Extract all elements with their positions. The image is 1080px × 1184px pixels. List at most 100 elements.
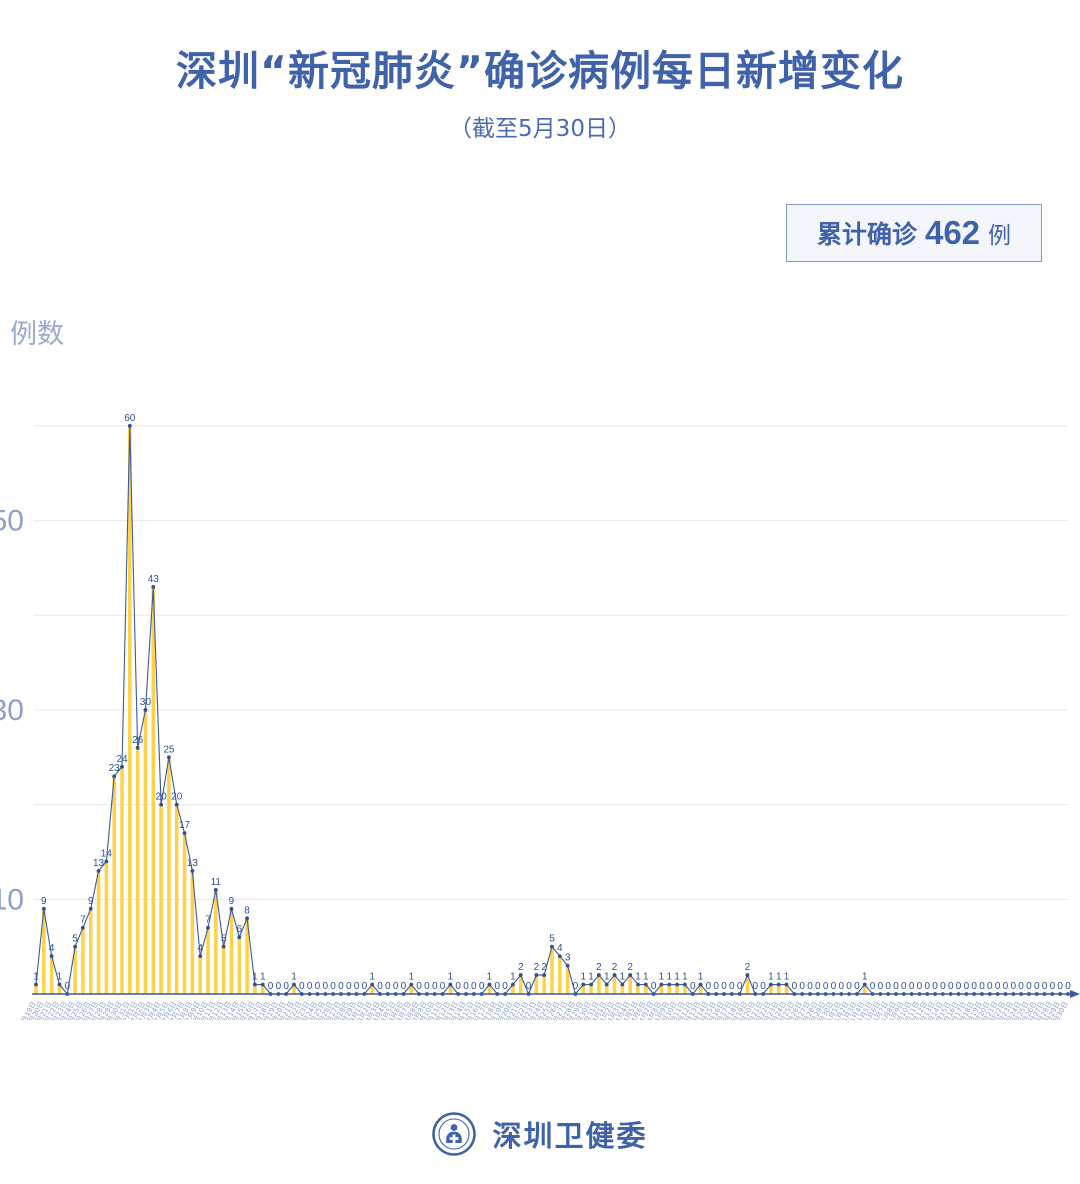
svg-text:1: 1 — [698, 972, 704, 983]
svg-text:0: 0 — [479, 981, 485, 992]
svg-text:0: 0 — [799, 981, 805, 992]
svg-text:0: 0 — [276, 981, 282, 992]
svg-text:7: 7 — [80, 915, 86, 926]
svg-text:0: 0 — [854, 981, 860, 992]
svg-text:0: 0 — [807, 981, 813, 992]
svg-text:0: 0 — [322, 981, 328, 992]
svg-text:1: 1 — [580, 972, 586, 983]
svg-text:0: 0 — [299, 981, 305, 992]
svg-text:4: 4 — [197, 943, 203, 954]
svg-text:0: 0 — [526, 981, 532, 992]
svg-text:0: 0 — [893, 981, 899, 992]
svg-text:1: 1 — [588, 972, 594, 983]
svg-text:0: 0 — [838, 981, 844, 992]
svg-text:0: 0 — [901, 981, 907, 992]
svg-text:0: 0 — [502, 981, 508, 992]
svg-text:0: 0 — [792, 981, 798, 992]
svg-text:0: 0 — [393, 981, 399, 992]
footer: 深圳卫健委 — [0, 1112, 1080, 1156]
svg-text:9: 9 — [229, 896, 235, 907]
svg-text:1: 1 — [604, 972, 610, 983]
svg-text:6: 6 — [236, 924, 242, 935]
svg-text:13: 13 — [187, 858, 199, 869]
svg-text:0: 0 — [64, 981, 70, 992]
svg-text:0: 0 — [1010, 981, 1016, 992]
svg-text:1: 1 — [33, 972, 39, 983]
shenzhen-health-commission-logo-icon — [432, 1112, 477, 1156]
svg-text:0: 0 — [956, 981, 962, 992]
svg-text:2: 2 — [745, 962, 751, 973]
y-axis-tick-labels: 10 30 50 — [0, 505, 24, 917]
total-badge-unit: 例 — [988, 223, 1012, 249]
total-badge-label: 累计确诊 — [816, 220, 917, 249]
svg-text:0: 0 — [909, 981, 915, 992]
svg-text:0: 0 — [1034, 981, 1040, 992]
svg-text:0: 0 — [924, 981, 930, 992]
svg-text:1: 1 — [291, 972, 297, 983]
svg-text:0: 0 — [401, 981, 407, 992]
svg-text:0: 0 — [268, 981, 274, 992]
chart-header: 深圳“新冠肺炎”确诊病例每日新增变化 （截至5月30日） — [0, 0, 1080, 143]
svg-text:0: 0 — [651, 981, 657, 992]
svg-text:0: 0 — [979, 981, 985, 992]
svg-text:0: 0 — [307, 981, 313, 992]
grid-lines — [34, 425, 1068, 900]
svg-text:1: 1 — [620, 972, 626, 983]
svg-text:0: 0 — [455, 981, 461, 992]
svg-text:0: 0 — [330, 981, 336, 992]
svg-text:43: 43 — [148, 574, 160, 585]
total-confirmed-badge: 累计确诊 462 例 — [786, 204, 1042, 262]
svg-text:2: 2 — [541, 962, 547, 973]
data-value-labels: 1941057913142324602630432025201713471159… — [33, 413, 1071, 992]
y-axis-title: 例数 — [10, 319, 64, 350]
svg-text:1: 1 — [408, 972, 414, 983]
page-title: 深圳“新冠肺炎”确诊病例每日新增变化 — [176, 47, 904, 95]
svg-text:1: 1 — [487, 972, 493, 983]
svg-text:0: 0 — [690, 981, 696, 992]
svg-text:0: 0 — [995, 981, 1001, 992]
svg-text:0: 0 — [416, 981, 422, 992]
svg-text:60: 60 — [124, 413, 136, 424]
svg-text:1: 1 — [369, 972, 375, 983]
svg-text:5: 5 — [72, 934, 78, 945]
svg-text:0: 0 — [831, 981, 837, 992]
svg-text:0: 0 — [385, 981, 391, 992]
svg-text:9: 9 — [88, 896, 94, 907]
svg-text:0: 0 — [377, 981, 383, 992]
page-subtitle: （截至5月30日） — [449, 116, 631, 143]
svg-text:1: 1 — [659, 972, 665, 983]
svg-text:0: 0 — [283, 981, 289, 992]
svg-text:1: 1 — [448, 972, 454, 983]
svg-text:1: 1 — [682, 972, 688, 983]
svg-text:0: 0 — [1065, 981, 1071, 992]
svg-text:5: 5 — [549, 934, 555, 945]
svg-text:0: 0 — [737, 981, 743, 992]
svg-text:23: 23 — [109, 763, 121, 774]
svg-text:1: 1 — [862, 972, 868, 983]
svg-text:0: 0 — [948, 981, 954, 992]
svg-text:0: 0 — [878, 981, 884, 992]
svg-text:1: 1 — [635, 972, 641, 983]
svg-text:30: 30 — [140, 697, 152, 708]
svg-text:1: 1 — [260, 972, 266, 983]
svg-text:0: 0 — [760, 981, 766, 992]
svg-text:0: 0 — [721, 981, 727, 992]
svg-text:14: 14 — [101, 848, 113, 859]
svg-text:0: 0 — [964, 981, 970, 992]
svg-text:0: 0 — [424, 981, 430, 992]
svg-text:0: 0 — [987, 981, 993, 992]
svg-text:0: 0 — [1057, 981, 1063, 992]
svg-text:1: 1 — [674, 972, 680, 983]
svg-text:0: 0 — [706, 981, 712, 992]
chart-plot-area: 103050 194105791314232460263043202520171… — [0, 360, 1080, 1020]
svg-text:13: 13 — [93, 858, 105, 869]
svg-text:0: 0 — [1018, 981, 1024, 992]
svg-text:0: 0 — [1026, 981, 1032, 992]
total-badge-value: 462 — [924, 214, 981, 251]
svg-text:20: 20 — [156, 792, 168, 803]
svg-text:2: 2 — [596, 962, 602, 973]
svg-text:2: 2 — [534, 962, 540, 973]
svg-text:0: 0 — [713, 981, 719, 992]
svg-text:0: 0 — [917, 981, 923, 992]
svg-text:26: 26 — [132, 735, 144, 746]
